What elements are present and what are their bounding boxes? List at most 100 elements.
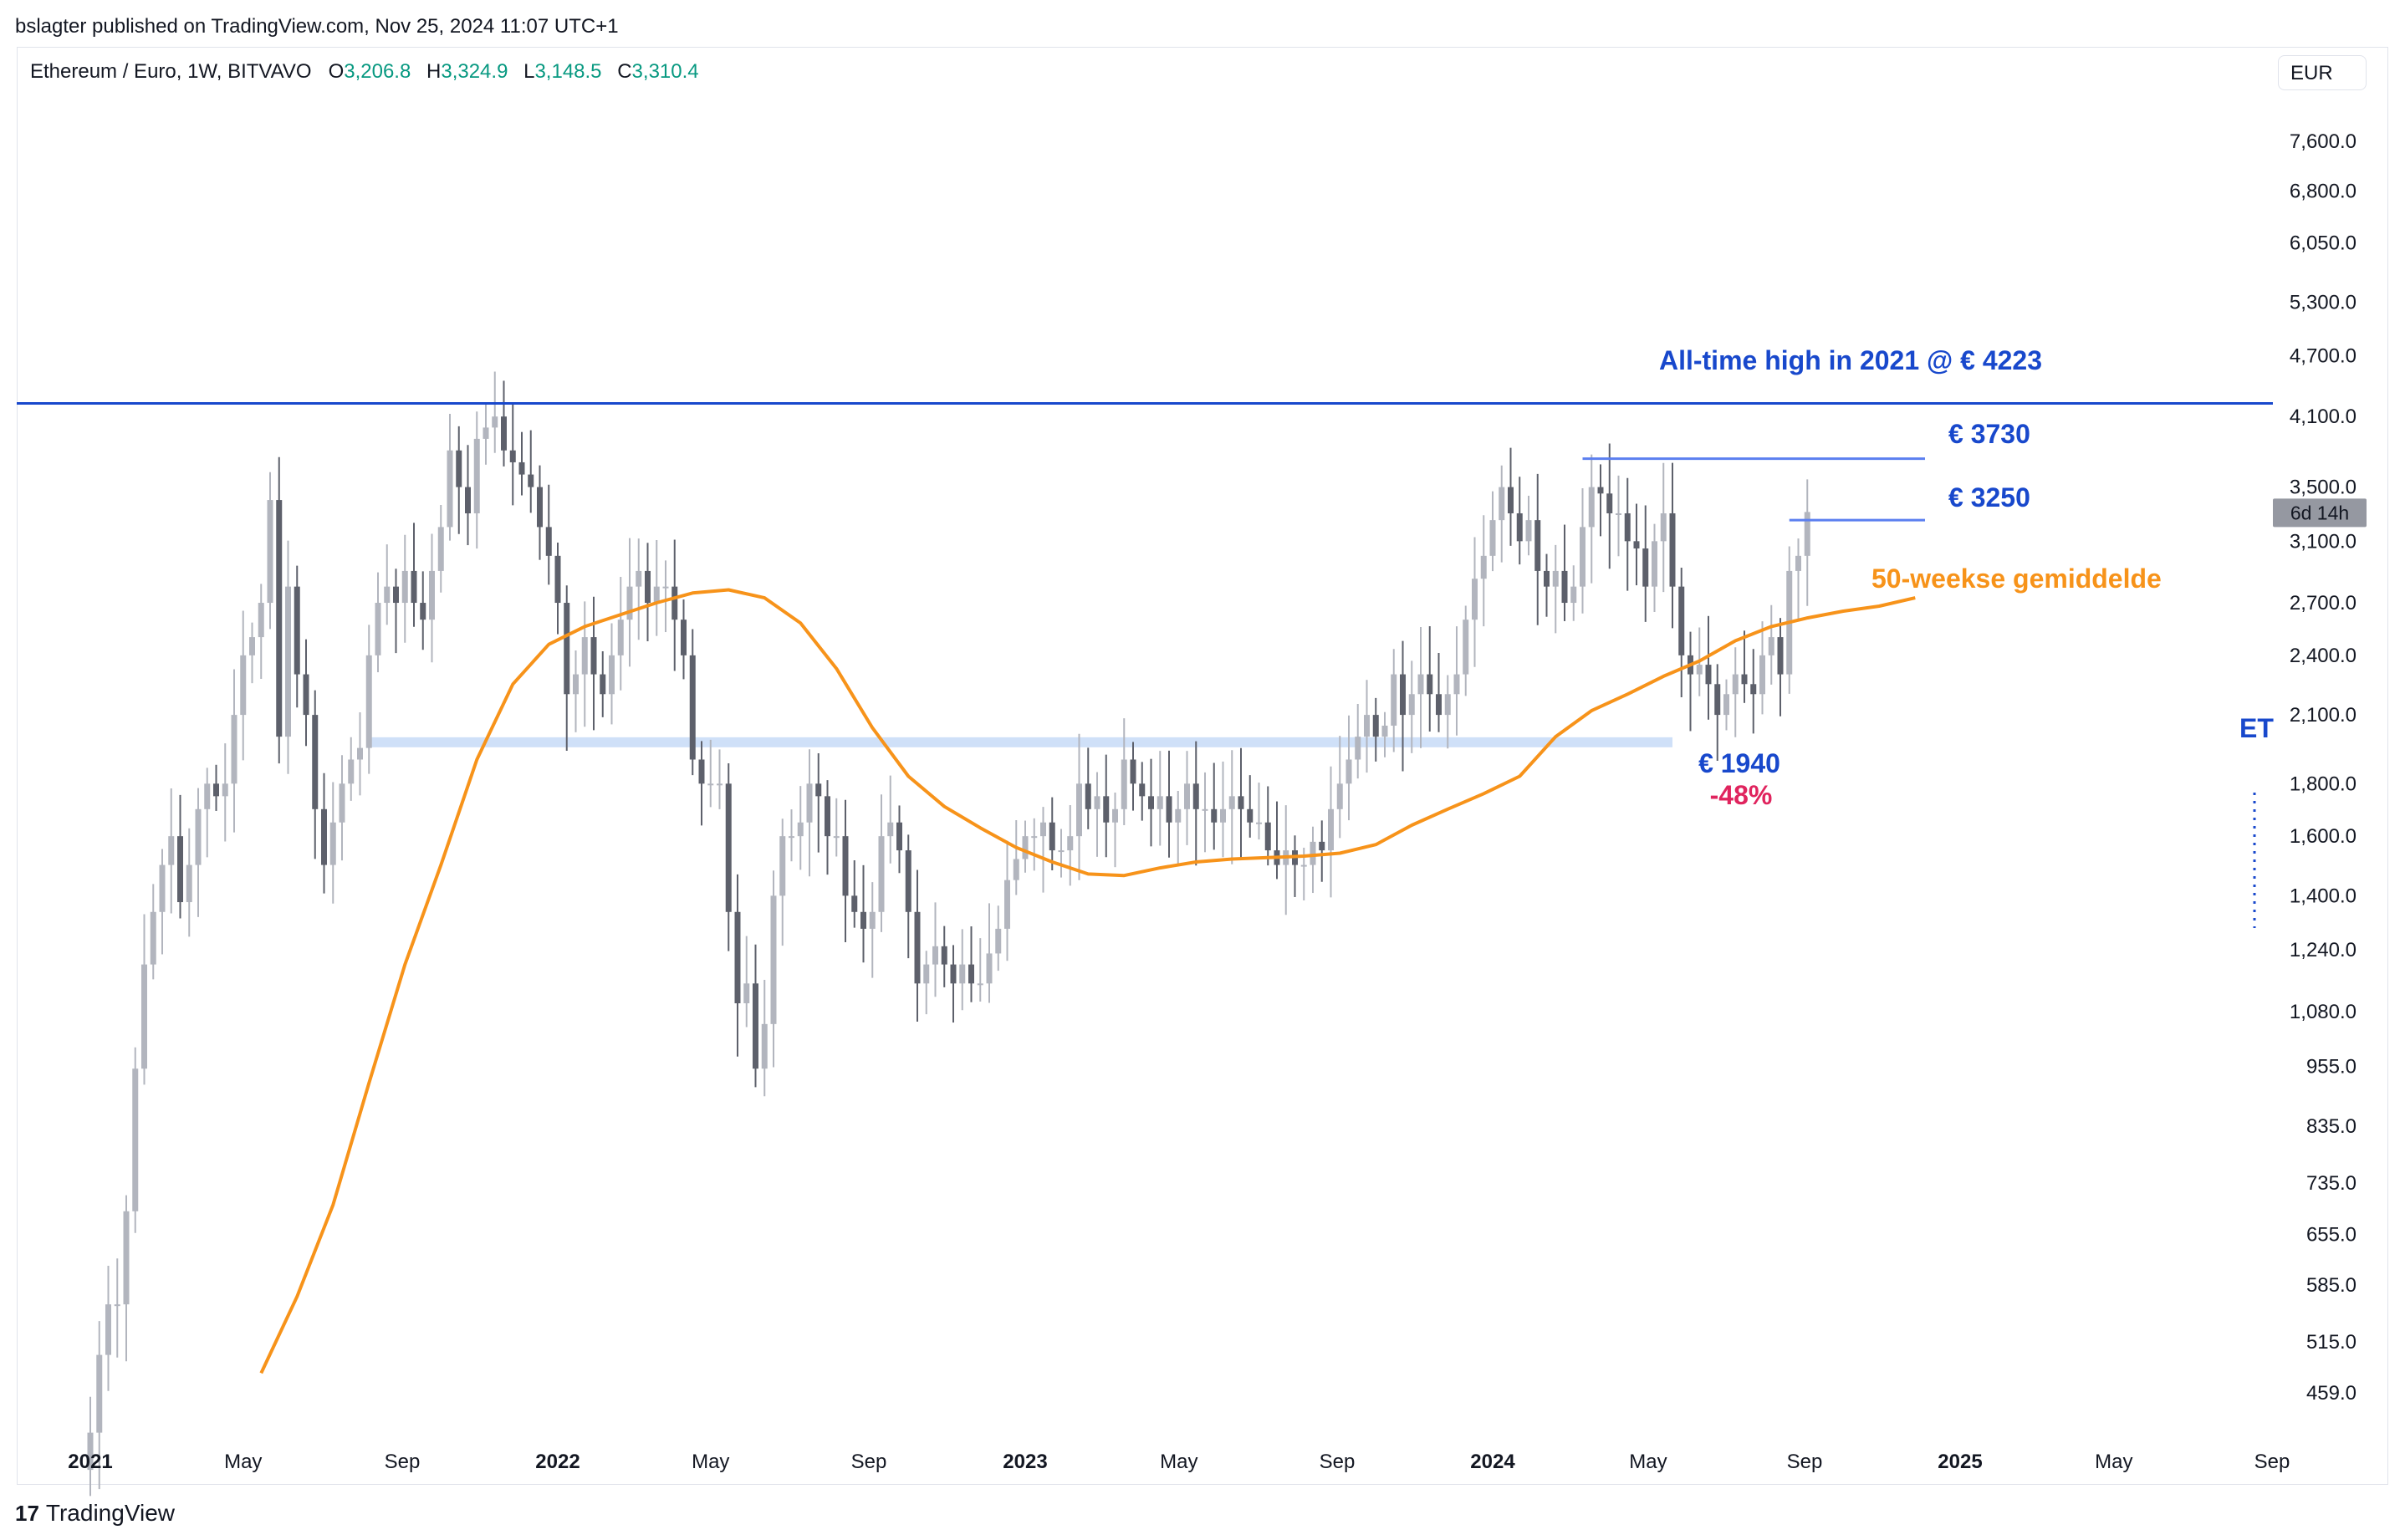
candle-body [1345, 759, 1352, 784]
candle-body [743, 983, 750, 1004]
candle-body [545, 527, 552, 556]
candle-body [1264, 822, 1271, 851]
candle-body [1552, 570, 1559, 587]
candle-body [375, 603, 381, 655]
symbol-title: Ethereum / Euro, 1W, BITVAVO [30, 60, 312, 83]
candle-body [779, 836, 786, 896]
candle-body [303, 674, 309, 716]
currency-button[interactable]: EUR [2278, 55, 2367, 90]
candle-body [950, 964, 957, 984]
candle-body [329, 822, 336, 865]
candle-body [717, 783, 723, 786]
candle-body [789, 836, 794, 839]
candle-body [860, 911, 866, 929]
candle-body [1453, 674, 1460, 695]
candle-body [815, 783, 822, 797]
candle-body [1067, 836, 1074, 851]
y-tick-label: 2,700.0 [2290, 592, 2356, 614]
candle-body [770, 895, 777, 1024]
countdown-label: 6d 14h [2290, 502, 2349, 523]
y-tick-label: 1,600.0 [2290, 825, 2356, 848]
candle-body [1166, 796, 1172, 823]
candle-body [1669, 512, 1676, 587]
candle-body [1652, 541, 1657, 587]
y-tick-label: 5,300.0 [2290, 291, 2356, 314]
y-tick-label: 6,800.0 [2290, 180, 2356, 202]
published-note: bslagter published on TradingView.com, N… [15, 15, 619, 38]
x-tick-label: Sep [1787, 1451, 1823, 1473]
candle-body [1480, 555, 1487, 579]
candle-body [1660, 512, 1667, 542]
high-label: H [426, 60, 442, 83]
y-tick-label: 4,700.0 [2290, 344, 2356, 367]
candle-body [411, 570, 417, 604]
x-tick-label: 2022 [535, 1451, 580, 1473]
y-tick-label: 515.0 [2306, 1331, 2356, 1354]
x-tick-label: 2023 [1003, 1451, 1047, 1473]
candle-body [177, 836, 183, 903]
y-tick-label: 735.0 [2306, 1172, 2356, 1195]
y-tick-label: 1,080.0 [2290, 1001, 2356, 1023]
ma50-label: 50-weekse gemiddelde [1871, 563, 2162, 594]
candle-body [1759, 655, 1765, 695]
candle-body [96, 1354, 103, 1433]
candle-body [105, 1304, 111, 1355]
candle-body [573, 674, 579, 695]
candle-body [276, 500, 283, 737]
candle-body [357, 747, 363, 760]
candle-body [1247, 808, 1254, 823]
candle-body [132, 1068, 139, 1211]
candle-body [1148, 796, 1154, 809]
candle-body [168, 836, 175, 865]
y-tick-label: 6,050.0 [2290, 232, 2356, 255]
candle-body [501, 416, 507, 451]
x-tick-label: 2021 [68, 1451, 112, 1473]
candle-body [1768, 637, 1774, 655]
x-tick-label: 2024 [1470, 1451, 1515, 1473]
tradingview-brand[interactable]: 17 TradingView [15, 1500, 175, 1527]
candle-body [761, 1023, 768, 1069]
candle-body [1238, 796, 1244, 809]
y-tick-label: 459.0 [2306, 1382, 2356, 1405]
candle-body [1427, 674, 1433, 695]
candle-body [1732, 674, 1739, 695]
level-3250-label: € 3250 [1948, 482, 2030, 512]
candle-body [1049, 822, 1055, 851]
candle-body [689, 655, 696, 760]
candle-body [1022, 836, 1029, 859]
candle-body [977, 983, 983, 986]
candle-body [1256, 822, 1262, 824]
candle-body [1714, 684, 1721, 716]
candle-body [1040, 822, 1046, 837]
candle-body [1705, 665, 1712, 685]
candle-body [851, 895, 858, 912]
candle-body [1391, 674, 1397, 726]
candle-body [141, 964, 147, 1069]
support-zone [369, 737, 1672, 747]
candle-body [1112, 808, 1118, 823]
candle-body [564, 603, 570, 695]
candle-body [878, 836, 885, 912]
candle-body [456, 450, 462, 487]
x-tick-label: Sep [1320, 1451, 1356, 1473]
candle-body [986, 953, 993, 984]
candle-body [1211, 808, 1218, 823]
chart-frame [17, 47, 2388, 1485]
candle-body [1228, 796, 1235, 809]
candle-body [1750, 684, 1757, 695]
y-tick-label: 3,500.0 [2290, 477, 2356, 499]
candle-body [833, 836, 840, 839]
candle-body [473, 438, 480, 513]
candle-body [914, 911, 921, 984]
candle-body [1606, 493, 1613, 513]
x-tick-label: 2025 [1938, 1451, 1982, 1473]
candle-body [1139, 783, 1146, 797]
candle-body [1597, 487, 1604, 494]
candle-body [285, 586, 291, 737]
candle-body [465, 487, 471, 513]
tradingview-logo-icon: 17 [15, 1500, 39, 1526]
y-tick-label: 1,400.0 [2290, 885, 2356, 907]
candle-body [1408, 694, 1415, 716]
candle-body [1192, 783, 1199, 809]
